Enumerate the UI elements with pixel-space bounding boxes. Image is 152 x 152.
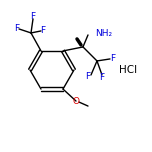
Text: F: F	[40, 26, 46, 35]
Text: F: F	[111, 54, 116, 63]
Text: F: F	[85, 73, 91, 81]
Text: F: F	[14, 24, 20, 33]
Text: F: F	[99, 73, 105, 82]
Text: NH₂: NH₂	[95, 29, 112, 38]
Text: HCl: HCl	[119, 65, 137, 75]
Text: F: F	[30, 12, 36, 21]
Text: O: O	[73, 97, 79, 105]
